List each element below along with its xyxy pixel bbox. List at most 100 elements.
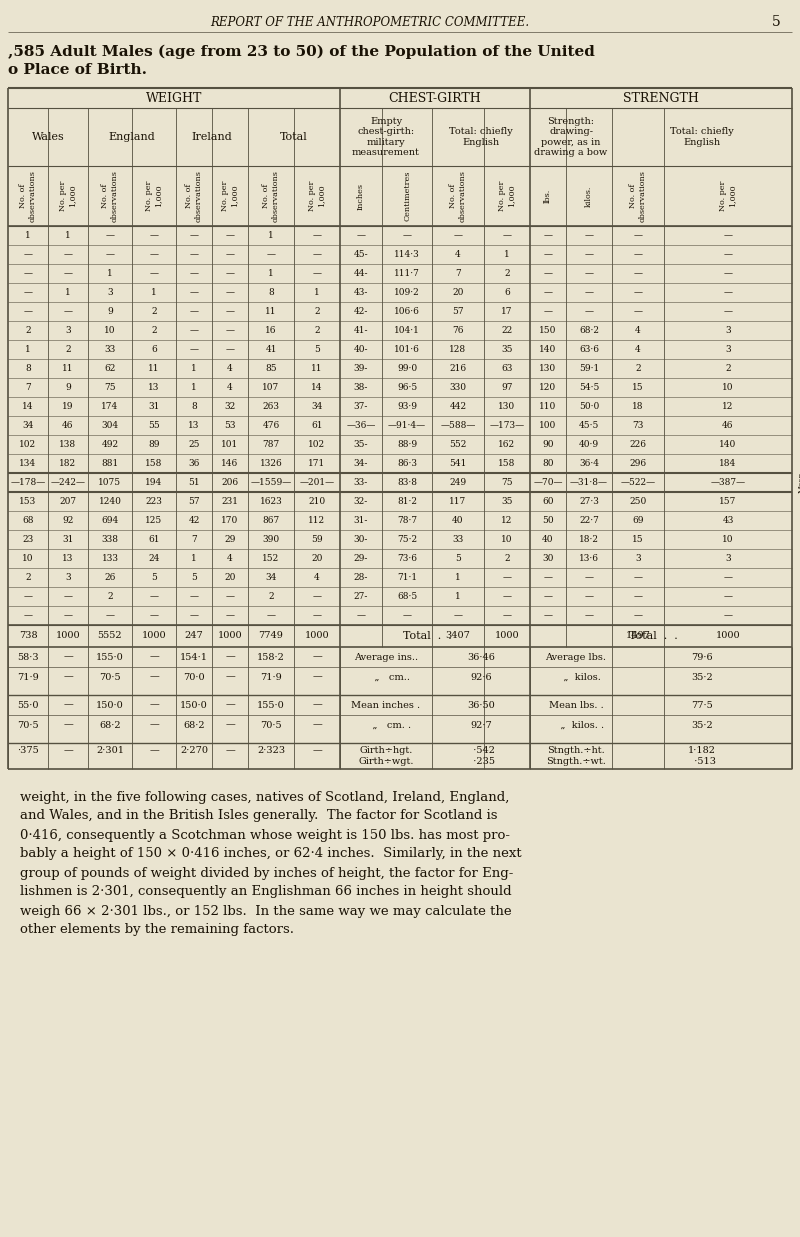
Text: 1240: 1240 xyxy=(98,497,122,506)
Text: 3: 3 xyxy=(65,573,71,581)
Text: 10: 10 xyxy=(104,327,116,335)
Text: 79·6: 79·6 xyxy=(691,652,713,662)
Text: 75·2: 75·2 xyxy=(397,534,417,544)
Text: 10: 10 xyxy=(722,383,734,392)
Text: —: — xyxy=(190,345,198,354)
Text: 2: 2 xyxy=(314,307,320,315)
Text: 29-: 29- xyxy=(354,554,368,563)
Text: Stngth.÷wt.: Stngth.÷wt. xyxy=(546,757,606,766)
Text: 1497: 1497 xyxy=(626,632,650,641)
Text: 296: 296 xyxy=(630,459,646,468)
Text: 1: 1 xyxy=(504,250,510,259)
Text: —: — xyxy=(266,611,275,620)
Text: —: — xyxy=(585,593,594,601)
Text: 120: 120 xyxy=(539,383,557,392)
Text: Total  .  .: Total . . xyxy=(402,631,451,641)
Text: 73·6: 73·6 xyxy=(397,554,417,563)
Text: —: — xyxy=(313,593,322,601)
Text: —: — xyxy=(190,611,198,620)
Text: —: — xyxy=(502,573,511,581)
Text: —: — xyxy=(226,288,234,297)
Text: Inches: Inches xyxy=(357,183,365,209)
Text: 36·50: 36·50 xyxy=(467,700,495,710)
Text: 5: 5 xyxy=(151,573,157,581)
Text: 10: 10 xyxy=(22,554,34,563)
Text: 4: 4 xyxy=(635,345,641,354)
Text: 338: 338 xyxy=(102,534,118,544)
Text: 71·9: 71·9 xyxy=(17,673,39,682)
Text: 38-: 38- xyxy=(354,383,368,392)
Text: Average ins..: Average ins.. xyxy=(354,652,418,662)
Text: 37-: 37- xyxy=(354,402,368,411)
Text: 39-: 39- xyxy=(354,364,368,374)
Text: No. per
1,000: No. per 1,000 xyxy=(498,181,516,212)
Text: 59: 59 xyxy=(311,534,323,544)
Text: —: — xyxy=(63,611,73,620)
Text: 2: 2 xyxy=(25,327,31,335)
Text: —: — xyxy=(190,593,198,601)
Text: 158: 158 xyxy=(146,459,162,468)
Text: —: — xyxy=(190,268,198,278)
Text: 1: 1 xyxy=(191,383,197,392)
Text: ,585 Adult Males (age from 23 to 50) of the Population of the United: ,585 Adult Males (age from 23 to 50) of … xyxy=(8,45,595,59)
Text: 59·1: 59·1 xyxy=(579,364,599,374)
Text: 130: 130 xyxy=(539,364,557,374)
Text: 150·0: 150·0 xyxy=(96,700,124,710)
Text: 86·3: 86·3 xyxy=(397,459,417,468)
Text: 1326: 1326 xyxy=(260,459,282,468)
Text: 250: 250 xyxy=(630,497,646,506)
Text: 45-: 45- xyxy=(354,250,368,259)
Text: 1: 1 xyxy=(268,268,274,278)
Text: 33: 33 xyxy=(452,534,464,544)
Text: 100: 100 xyxy=(539,421,557,430)
Text: 57: 57 xyxy=(188,497,200,506)
Text: —: — xyxy=(226,250,234,259)
Text: —522—: —522— xyxy=(621,477,655,487)
Text: Mean inches .: Mean inches . xyxy=(351,700,421,710)
Text: —: — xyxy=(313,268,322,278)
Text: 10: 10 xyxy=(502,534,513,544)
Text: —: — xyxy=(502,593,511,601)
Text: 102: 102 xyxy=(309,440,326,449)
Text: 247: 247 xyxy=(185,632,203,641)
Text: —: — xyxy=(149,720,159,730)
Text: 81·2: 81·2 xyxy=(397,497,417,506)
Text: 34-: 34- xyxy=(354,459,368,468)
Text: 25: 25 xyxy=(188,440,200,449)
Text: —: — xyxy=(634,573,642,581)
Text: —: — xyxy=(190,288,198,297)
Text: No. of
observations: No. of observations xyxy=(186,169,202,221)
Text: 68: 68 xyxy=(22,516,34,524)
Text: 231: 231 xyxy=(222,497,238,506)
Text: weigh 66 × 2·301 lbs., or 152 lbs.  In the same way we may calculate the: weigh 66 × 2·301 lbs., or 152 lbs. In th… xyxy=(20,904,512,918)
Text: —: — xyxy=(190,327,198,335)
Text: —: — xyxy=(150,593,158,601)
Text: 71·1: 71·1 xyxy=(397,573,417,581)
Text: „  kilos. .: „ kilos. . xyxy=(548,720,604,730)
Text: —: — xyxy=(312,673,322,682)
Text: 2: 2 xyxy=(725,364,731,374)
Text: 117: 117 xyxy=(450,497,466,506)
Text: 73: 73 xyxy=(632,421,644,430)
Text: 35-: 35- xyxy=(354,440,368,449)
Text: —: — xyxy=(634,288,642,297)
Text: 1: 1 xyxy=(314,288,320,297)
Text: 22·7: 22·7 xyxy=(579,516,599,524)
Text: 1623: 1623 xyxy=(260,497,282,506)
Text: —: — xyxy=(149,700,159,710)
Text: —: — xyxy=(226,268,234,278)
Text: 27·3: 27·3 xyxy=(579,497,599,506)
Text: 7749: 7749 xyxy=(258,632,283,641)
Text: o Place of Birth.: o Place of Birth. xyxy=(8,63,147,77)
Text: —: — xyxy=(313,250,322,259)
Text: 75: 75 xyxy=(104,383,116,392)
Text: —: — xyxy=(543,250,553,259)
Text: —: — xyxy=(543,288,553,297)
Text: —: — xyxy=(149,673,159,682)
Text: 36·4: 36·4 xyxy=(579,459,599,468)
Text: 32: 32 xyxy=(224,402,236,411)
Text: —: — xyxy=(226,593,234,601)
Text: 34: 34 xyxy=(311,402,322,411)
Text: Average lbs.: Average lbs. xyxy=(546,652,606,662)
Text: —: — xyxy=(226,231,234,240)
